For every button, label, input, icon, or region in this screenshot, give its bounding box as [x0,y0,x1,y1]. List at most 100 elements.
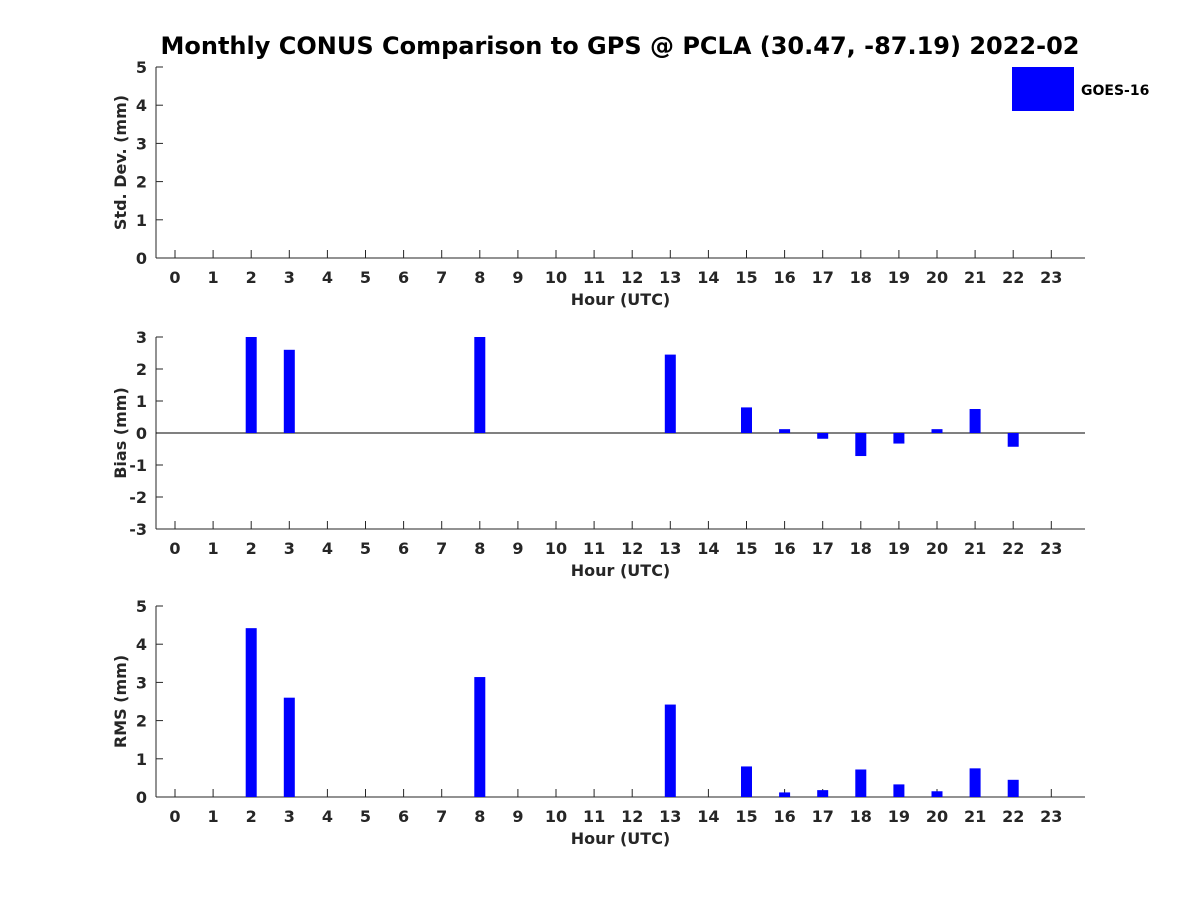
x-tick-label: 17 [812,807,834,826]
legend-swatch-goes-16 [1012,67,1074,111]
y-tick-label: 2 [136,712,147,731]
x-tick-label: 13 [659,539,681,558]
x-tick-label: 19 [888,268,910,287]
x-tick-label: 0 [169,539,180,558]
y-tick-label: 0 [136,249,147,268]
x-tick-label: 5 [360,539,371,558]
x-tick-label: 21 [964,268,986,287]
x-tick-label: 7 [436,539,447,558]
x-tick-label: 20 [926,539,948,558]
x-tick-label: 4 [322,539,333,558]
bar-hour-20 [931,429,943,433]
x-tick-label: 3 [284,539,295,558]
x-tick-label: 7 [436,268,447,287]
x-tick-label: 15 [735,807,757,826]
x-tick-label: 23 [1040,807,1062,826]
x-tick-label: 22 [1002,268,1024,287]
bar-hour-8 [474,677,486,797]
x-tick-label: 17 [812,539,834,558]
bar-hour-17 [817,433,829,439]
x-tick-label: 0 [169,807,180,826]
bar-hour-21 [969,768,981,797]
x-axis-label: Hour (UTC) [571,829,671,848]
x-tick-label: 12 [621,807,643,826]
x-tick-label: 11 [583,807,605,826]
x-tick-label: 20 [926,807,948,826]
bar-hour-22 [1007,433,1019,447]
x-tick-label: 2 [246,807,257,826]
bar-hour-2 [245,337,257,433]
x-axis-label: Hour (UTC) [571,561,671,580]
y-tick-label: 1 [136,211,147,230]
y-tick-label: 0 [136,788,147,807]
bar-hour-13 [664,354,676,433]
y-tick-label: 5 [136,597,147,616]
x-tick-label: 17 [812,268,834,287]
x-tick-label: 11 [583,268,605,287]
x-tick-label: 4 [322,268,333,287]
x-tick-label: 9 [512,807,523,826]
x-tick-label: 18 [850,539,872,558]
bar-hour-19 [893,784,905,797]
x-tick-label: 19 [888,807,910,826]
x-tick-label: 8 [474,268,485,287]
x-tick-label: 15 [735,539,757,558]
x-tick-label: 4 [322,807,333,826]
x-tick-label: 14 [697,539,719,558]
bar-hour-3 [283,349,295,433]
x-tick-label: 14 [697,268,719,287]
x-tick-label: 19 [888,539,910,558]
bar-hour-18 [855,769,867,797]
x-tick-label: 6 [398,807,409,826]
bar-hour-20 [931,791,943,797]
bar-hour-15 [741,766,752,797]
bar-hour-15 [741,407,752,433]
x-tick-label: 6 [398,268,409,287]
x-tick-label: 0 [169,268,180,287]
x-tick-label: 1 [208,807,219,826]
y-tick-label: 4 [136,635,147,654]
y-tick-label: 3 [136,673,147,692]
y-tick-label: 3 [136,134,147,153]
x-tick-label: 6 [398,539,409,558]
x-tick-label: 21 [964,807,986,826]
x-tick-label: 13 [659,807,681,826]
bar-hour-19 [893,433,905,444]
y-axis-label: Std. Dev. (mm) [111,95,130,230]
y-axis-label: Bias (mm) [111,387,130,479]
y-tick-label: 4 [136,96,147,115]
x-tick-label: 2 [246,539,257,558]
bar-hour-17 [817,790,829,797]
x-tick-label: 13 [659,268,681,287]
y-tick-label: 2 [136,173,147,192]
chart-title: Monthly CONUS Comparison to GPS @ PCLA (… [161,32,1080,60]
x-tick-label: 5 [360,807,371,826]
legend-label-goes-16: GOES-16 [1081,83,1149,99]
y-tick-label: 2 [136,360,147,379]
x-tick-label: 1 [208,268,219,287]
x-tick-label: 9 [512,539,523,558]
x-tick-label: 21 [964,539,986,558]
x-tick-label: 20 [926,268,948,287]
x-tick-label: 23 [1040,268,1062,287]
x-tick-label: 10 [545,807,567,826]
x-tick-label: 15 [735,268,757,287]
x-tick-label: 12 [621,539,643,558]
x-tick-label: 12 [621,268,643,287]
y-tick-label: -2 [129,488,147,507]
legend: GOES-16 [1012,67,1149,111]
x-tick-label: 10 [545,539,567,558]
bar-hour-16 [779,792,791,797]
x-tick-label: 9 [512,268,523,287]
x-tick-label: 11 [583,539,605,558]
x-tick-label: 16 [773,807,795,826]
y-axis-label: RMS (mm) [111,655,130,748]
bar-hour-8 [474,337,486,433]
y-tick-label: 1 [136,392,147,411]
bar-hour-2 [245,628,257,797]
y-tick-label: -3 [129,520,147,539]
x-tick-label: 1 [208,539,219,558]
